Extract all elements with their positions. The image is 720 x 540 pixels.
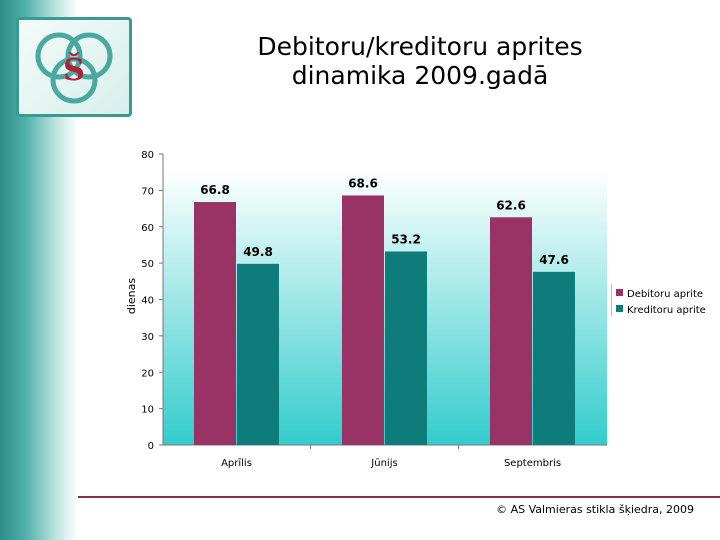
y-tick-label: 10 [141,405,154,416]
y-tick-label: 60 [141,223,154,234]
y-tick-label: 20 [141,368,154,379]
x-tick-label: Aprīlis [221,458,252,469]
legend-label: Kreditoru aprite [627,305,706,316]
data-label: 47.6 [539,253,569,267]
data-label: 53.2 [391,232,421,246]
data-label: 68.6 [348,176,378,190]
legend-label: Debitoru aprite [627,289,703,300]
title-line-2: dinamika 2009.gadā [291,61,549,90]
footer-divider [78,496,720,498]
y-axis-label: dienas [125,278,138,315]
data-label: 49.8 [243,245,273,259]
y-tick-label: 50 [141,259,154,270]
svg-text:Š: Š [63,52,85,88]
data-label: 66.8 [200,183,230,197]
bar-debitoru [490,217,532,445]
data-label: 62.6 [496,198,526,212]
company-logo: Š [16,17,132,117]
legend-swatch [616,289,623,296]
title-line-1: Debitoru/kreditoru aprites [257,32,583,61]
bar-debitoru [342,195,384,445]
bar-kreditoru [385,251,427,445]
bar-kreditoru [533,271,575,445]
y-tick-label: 0 [148,441,154,452]
page-title: Debitoru/kreditoru aprites dinamika 2009… [200,32,640,90]
bar-debitoru [194,202,236,445]
legend-border [611,284,612,316]
x-tick-label: Septembris [504,458,561,469]
footer-copyright: © AS Valmieras stikla šķiedra, 2009 [496,503,694,516]
x-tick-label: Jūnijs [370,458,397,469]
y-tick-label: 80 [141,150,154,161]
y-tick-label: 40 [141,296,154,307]
company-logo-icon: Š [35,32,113,104]
bar-kreditoru [237,263,279,445]
y-tick-label: 70 [141,186,154,197]
legend-swatch [616,305,623,312]
y-tick-label: 30 [141,332,154,343]
